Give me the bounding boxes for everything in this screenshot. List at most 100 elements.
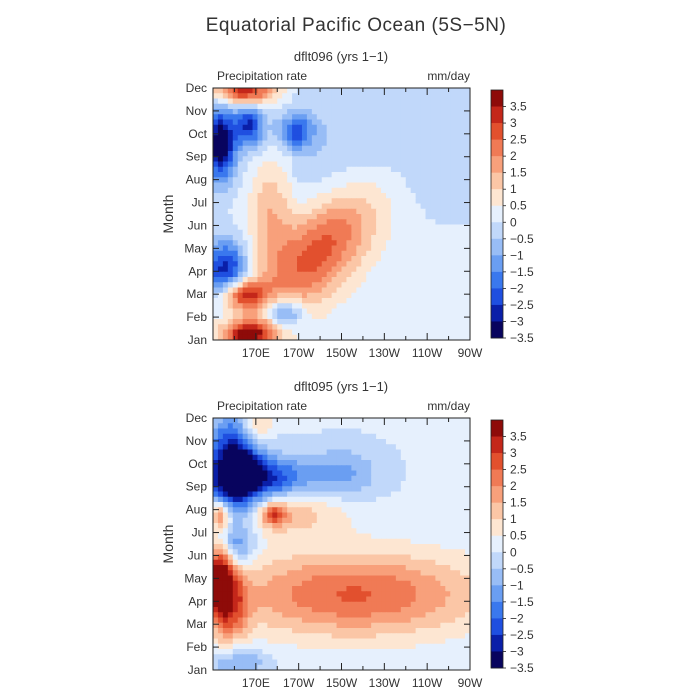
heatmap-cell (301, 454, 308, 461)
heatmap-cell (222, 208, 229, 215)
heatmap-cell (257, 570, 264, 577)
heatmap-cell (336, 428, 343, 435)
heatmap-cell (460, 324, 466, 331)
heatmap-cell (376, 124, 382, 131)
heatmap-cell (371, 219, 377, 226)
heatmap-cell (450, 470, 456, 477)
heatmap-cell (292, 601, 298, 608)
heatmap-cell (415, 607, 422, 613)
heatmap-cell (445, 214, 451, 220)
heatmap-cell (405, 481, 412, 487)
heatmap-cell (232, 119, 239, 126)
heatmap-cell (287, 208, 293, 215)
heatmap-cell (331, 119, 338, 126)
heatmap-cell (331, 507, 338, 514)
heatmap-cell (301, 187, 308, 194)
heatmap-cell (405, 554, 412, 561)
heatmap-cell (252, 523, 259, 529)
heatmap-cell (306, 575, 313, 582)
heatmap-cell (435, 182, 441, 189)
heatmap-cell (311, 93, 318, 100)
heatmap-cell (262, 565, 268, 571)
heatmap-cell (351, 586, 357, 592)
heatmap-cell (336, 596, 343, 603)
heatmap-cell (346, 271, 352, 278)
heatmap-cell (262, 166, 268, 173)
heatmap-cell (247, 198, 254, 205)
heatmap-cell (405, 329, 412, 336)
heatmap-cell (435, 502, 441, 508)
heatmap-cell (420, 303, 427, 310)
heatmap-cell (287, 250, 293, 257)
heatmap-cell (316, 109, 323, 115)
heatmap-cell (257, 224, 264, 231)
heatmap-cell (445, 203, 451, 210)
heatmap-cell (282, 654, 288, 661)
heatmap-cell (445, 565, 451, 571)
heatmap-cell (326, 245, 333, 252)
heatmap-cell (287, 444, 293, 451)
heatmap-cell (400, 93, 407, 100)
heatmap-cell (272, 145, 278, 152)
heatmap-cell (435, 475, 441, 482)
heatmap-cell (331, 224, 338, 231)
heatmap-cell (390, 523, 397, 529)
heatmap-cell (297, 245, 303, 252)
panel-title-top: dflt096 (yrs 1−1) (294, 49, 388, 64)
heatmap-cell (222, 470, 229, 477)
heatmap-cell (376, 638, 382, 645)
heatmap-cell (213, 481, 219, 487)
heatmap-cell (311, 229, 318, 236)
heatmap-cell (361, 549, 367, 556)
heatmap-cell (227, 538, 234, 545)
heatmap-cell (287, 538, 293, 545)
heatmap-cell (287, 151, 293, 157)
heatmap-cell (445, 502, 451, 508)
heatmap-cell (366, 319, 372, 325)
heatmap-cell (287, 570, 293, 577)
heatmap-cell (242, 229, 249, 236)
heatmap-cell (460, 203, 466, 210)
heatmap-cell (460, 214, 466, 220)
heatmap-cell (321, 292, 328, 299)
heatmap-cell (405, 140, 412, 147)
heatmap-cell (301, 512, 308, 519)
heatmap-cell (311, 496, 318, 503)
heatmap-cell (395, 256, 402, 262)
heatmap-cell (351, 481, 357, 487)
heatmap-cell (465, 109, 470, 115)
heatmap-cell (321, 88, 328, 94)
heatmap-cell (351, 319, 357, 325)
heatmap-cell (301, 151, 308, 157)
heatmap-cell (395, 649, 402, 655)
heatmap-cell (321, 245, 328, 252)
heatmap-cell (460, 151, 466, 157)
heatmap-cell (465, 433, 470, 440)
heatmap-cell (247, 475, 254, 482)
heatmap-cell (306, 208, 313, 215)
heatmap-cell (222, 601, 229, 608)
heatmap-cell (282, 98, 288, 105)
heatmap-cell (247, 418, 254, 424)
heatmap-cell (445, 554, 451, 561)
heatmap-cell (351, 324, 357, 331)
heatmap-cell (321, 187, 328, 194)
heatmap-cell (287, 507, 293, 514)
heatmap-cell (445, 454, 451, 461)
heatmap-cell (301, 261, 308, 268)
heatmap-cell (445, 596, 451, 603)
heatmap-cell (420, 565, 427, 571)
heatmap-cell (405, 292, 412, 299)
heatmap-cell (420, 554, 427, 561)
heatmap-cell (371, 423, 377, 430)
heatmap-cell (381, 187, 387, 194)
heatmap-cell (287, 219, 293, 226)
heatmap-cell (390, 224, 397, 231)
heatmap-cell (405, 449, 412, 456)
heatmap-cell (460, 449, 466, 456)
heatmap-cell (445, 423, 451, 430)
heatmap-cell (336, 114, 343, 121)
heatmap-cell (257, 214, 264, 220)
heatmap-cell (450, 449, 456, 456)
heatmap-cell (460, 224, 466, 231)
